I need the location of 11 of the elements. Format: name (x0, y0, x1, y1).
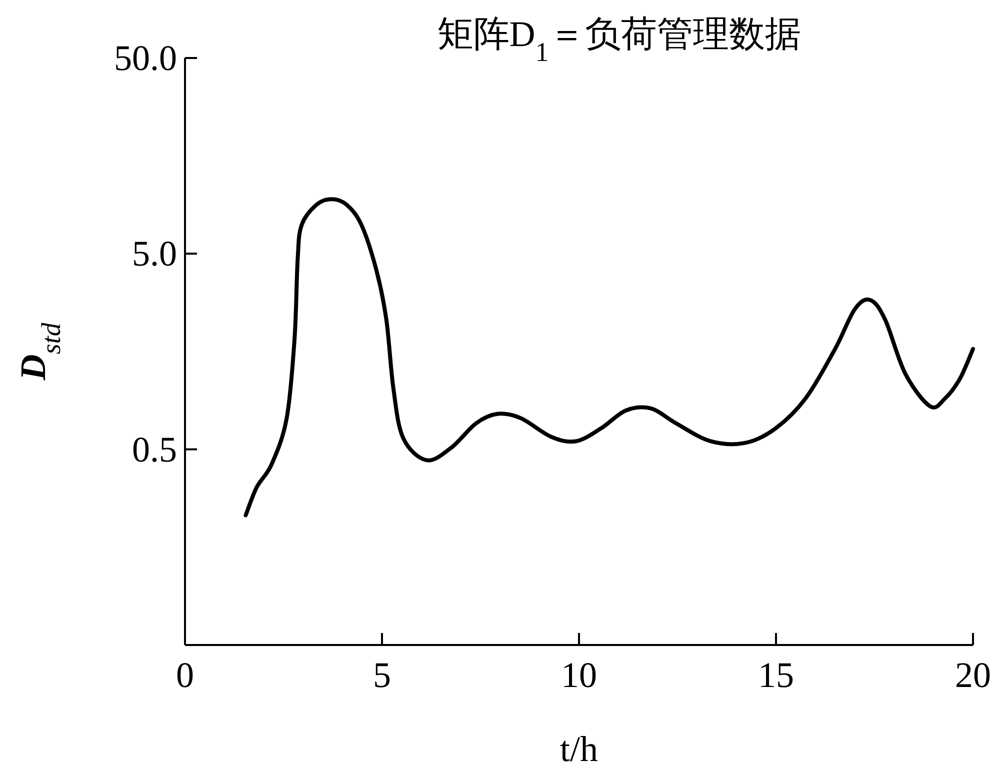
x-tick-label: 20 (955, 655, 991, 695)
x-tick-label: 5 (373, 655, 391, 695)
x-axis-title: t/h (560, 729, 598, 769)
y-tick-label: 50.0 (114, 38, 177, 78)
x-tick-label: 0 (176, 655, 194, 695)
line-series (244, 197, 975, 518)
y-tick-label: 5.0 (132, 234, 177, 274)
x-tick-label: 15 (758, 655, 794, 695)
chart-title: 矩阵D$_{1}$＝负荷管理数据 (437, 14, 801, 67)
y-tick-label: 0.5 (132, 429, 177, 470)
x-tick-label: 10 (561, 655, 597, 695)
